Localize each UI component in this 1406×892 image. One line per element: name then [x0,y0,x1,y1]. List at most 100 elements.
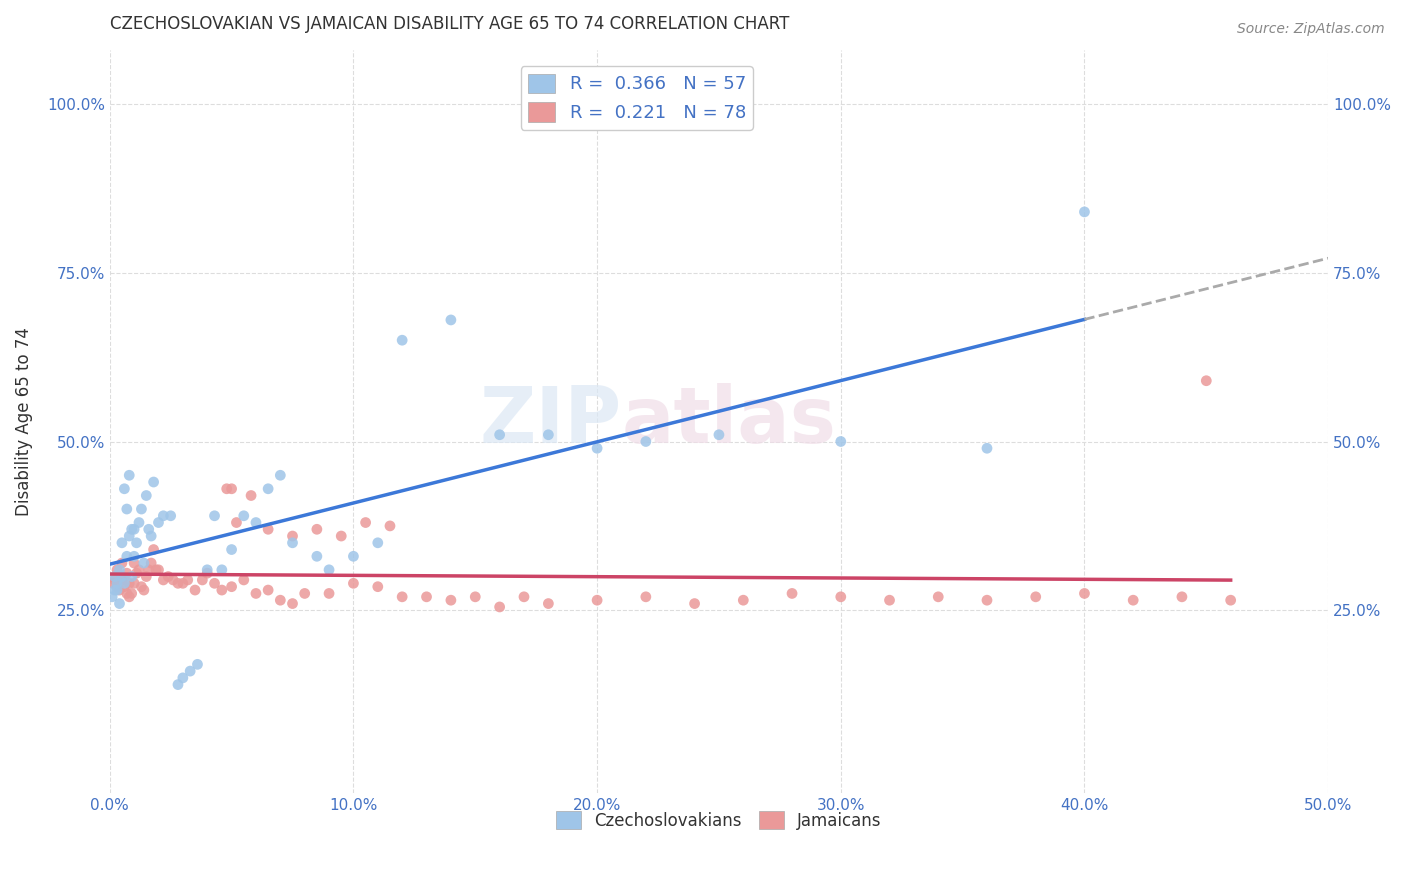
Point [177,573,200,587]
Point [391,590,413,604]
Point [1073,205,1095,219]
Point [1195,374,1218,388]
Point [157,569,180,583]
Point [101,576,124,591]
Point [281,536,304,550]
Point [138,522,160,536]
Point [305,522,328,536]
Point [240,489,263,503]
Point [537,597,560,611]
Point [976,442,998,456]
Point [225,516,247,530]
Point [1122,593,1144,607]
Point [148,516,170,530]
Point [125,566,148,581]
Point [132,556,155,570]
Point [122,576,145,591]
Point [104,583,127,598]
Point [269,468,291,483]
Point [318,563,340,577]
Point [128,516,150,530]
Point [269,593,291,607]
Point [440,313,463,327]
Point [257,583,280,598]
Point [172,671,194,685]
Point [186,657,208,672]
Point [105,563,128,577]
Point [294,586,316,600]
Point [111,556,134,570]
Point [121,522,143,536]
Point [145,563,167,577]
Point [1171,590,1194,604]
Point [281,597,304,611]
Text: CZECHOSLOVAKIAN VS JAMAICAN DISABILITY AGE 65 TO 74 CORRELATION CHART: CZECHOSLOVAKIAN VS JAMAICAN DISABILITY A… [110,15,789,33]
Point [121,586,143,600]
Point [122,522,145,536]
Point [104,569,127,583]
Point [138,563,160,577]
Point [204,508,226,523]
Point [104,573,127,587]
Point [141,529,163,543]
Point [305,549,328,564]
Point [586,442,609,456]
Point [318,586,340,600]
Point [391,333,413,347]
Point [184,583,207,598]
Point [131,580,153,594]
Point [118,576,141,591]
Point [122,556,145,570]
Point [118,590,141,604]
Point [1025,590,1047,604]
Point [121,569,143,583]
Legend: Czechoslovakians, Jamaicans: Czechoslovakians, Jamaicans [550,805,889,837]
Point [135,569,157,583]
Point [683,597,706,611]
Text: atlas: atlas [621,384,837,459]
Point [152,508,174,523]
Point [195,563,218,577]
Point [221,580,243,594]
Point [488,599,510,614]
Point [513,590,536,604]
Point [148,563,170,577]
Point [707,427,730,442]
Point [111,536,134,550]
Point [115,586,138,600]
Text: ZIP: ZIP [479,384,621,459]
Point [118,468,141,483]
Point [105,583,128,598]
Point [141,556,163,570]
Point [131,502,153,516]
Point [142,542,165,557]
Point [830,434,852,449]
Point [118,529,141,543]
Point [125,536,148,550]
Point [330,529,353,543]
Point [257,482,280,496]
Point [211,583,233,598]
Point [440,593,463,607]
Point [245,586,267,600]
Point [132,583,155,598]
Point [367,580,389,594]
Point [976,593,998,607]
Point [152,573,174,587]
Point [105,580,128,594]
Point [195,566,218,581]
Point [167,677,190,691]
Point [415,590,437,604]
Point [586,593,609,607]
Point [354,516,377,530]
Y-axis label: Disability Age 65 to 74: Disability Age 65 to 74 [15,326,32,516]
Point [115,566,138,581]
Point [245,516,267,530]
Point [112,482,135,496]
Point [464,590,486,604]
Point [108,563,131,577]
Point [221,482,243,496]
Point [257,522,280,536]
Point [172,576,194,591]
Point [115,549,138,564]
